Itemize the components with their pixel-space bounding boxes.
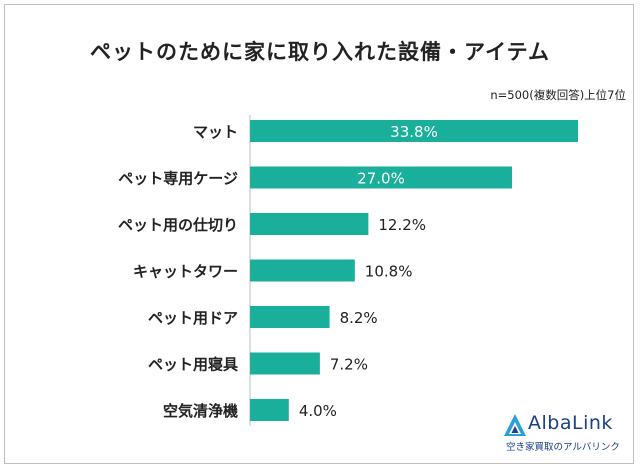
value-label: 10.8% <box>365 263 413 281</box>
bar <box>250 399 289 421</box>
category-label: ペット用ドア <box>148 309 238 327</box>
brand-name: AlbaLink <box>528 412 613 434</box>
sample-note: n=500(複数回答)上位7位 <box>490 88 626 102</box>
value-label: 7.2% <box>330 356 368 374</box>
bar <box>250 120 578 142</box>
bar <box>250 352 320 375</box>
value-label: 27.0% <box>357 170 405 188</box>
bar <box>250 166 513 189</box>
category-label: 空気清浄機 <box>163 402 238 420</box>
value-label: 33.8% <box>390 123 438 141</box>
bar <box>250 213 369 235</box>
category-label: マット <box>193 123 238 141</box>
bar <box>250 259 355 282</box>
albalink-logo-icon <box>504 414 526 436</box>
category-label: ペット用寝具 <box>148 356 238 374</box>
category-label: ペット用の仕切り <box>118 216 238 234</box>
chart-title: ペットのために家に取り入れた設備・アイテム <box>90 40 550 64</box>
value-label: 12.2% <box>378 216 426 234</box>
value-label: 8.2% <box>340 309 378 327</box>
value-label: 4.0% <box>299 402 337 420</box>
brand-tagline: 空き家買取のアルバリンク <box>506 442 620 453</box>
brand-logo: AlbaLink 空き家買取のアルバリンク <box>500 412 630 458</box>
category-label: ペット専用ケージ <box>118 170 238 188</box>
bar <box>250 306 330 328</box>
category-label: キャットタワー <box>133 263 238 281</box>
